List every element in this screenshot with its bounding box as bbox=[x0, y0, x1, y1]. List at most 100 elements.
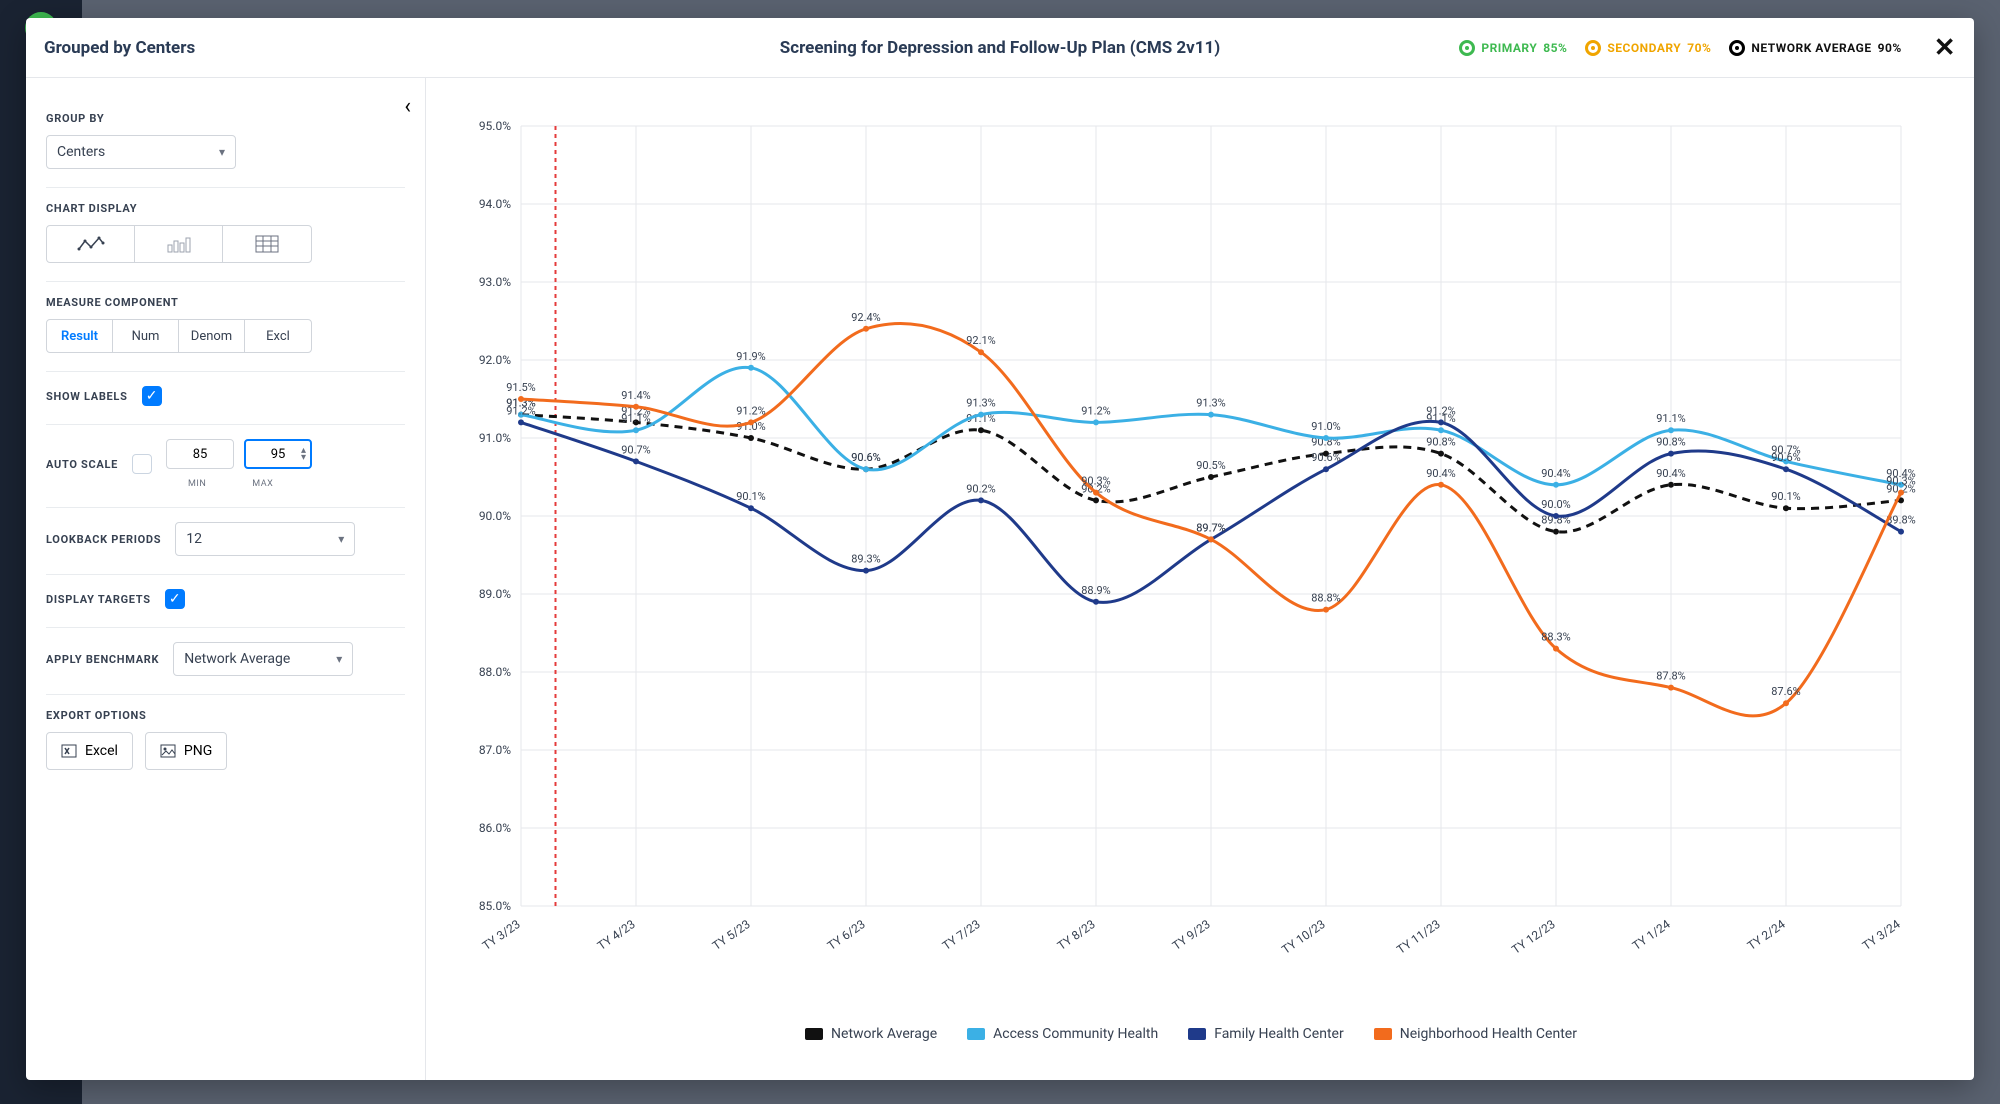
bar-chart-icon bbox=[166, 235, 192, 253]
line-chart-icon bbox=[77, 235, 105, 253]
measure-excl-button[interactable]: Excl bbox=[245, 320, 311, 352]
svg-text:91.0%: 91.0% bbox=[479, 431, 511, 445]
svg-text:88.3%: 88.3% bbox=[1541, 631, 1571, 644]
svg-text:90.8%: 90.8% bbox=[1656, 436, 1686, 449]
export-excel-label: Excel bbox=[85, 743, 118, 759]
target-primary-label: PRIMARY bbox=[1481, 41, 1537, 55]
target-network-icon bbox=[1729, 40, 1745, 56]
svg-text:94.0%: 94.0% bbox=[479, 197, 511, 211]
close-button[interactable]: ✕ bbox=[1934, 33, 1956, 63]
lookback-select[interactable]: 12 ▾ bbox=[175, 522, 355, 556]
apply-benchmark-select[interactable]: Network Average ▾ bbox=[173, 642, 353, 676]
svg-text:TY 2/24: TY 2/24 bbox=[1745, 917, 1788, 953]
export-png-label: PNG bbox=[184, 743, 212, 759]
target-primary-icon bbox=[1459, 40, 1475, 56]
svg-text:TY 10/23: TY 10/23 bbox=[1279, 917, 1327, 957]
apply-benchmark-label: APPLY BENCHMARK bbox=[46, 653, 159, 666]
svg-text:91.0%: 91.0% bbox=[1311, 420, 1341, 433]
svg-text:92.4%: 92.4% bbox=[851, 311, 881, 324]
svg-text:93.0%: 93.0% bbox=[479, 275, 511, 289]
svg-text:89.0%: 89.0% bbox=[479, 587, 511, 601]
legend-swatch bbox=[967, 1028, 985, 1040]
svg-text:88.8%: 88.8% bbox=[1311, 592, 1341, 605]
svg-text:TY 12/23: TY 12/23 bbox=[1509, 917, 1557, 957]
legend-item[interactable]: Access Community Health bbox=[967, 1026, 1158, 1042]
chart-display-label: CHART DISPLAY bbox=[46, 202, 405, 215]
lookback-label: LOOKBACK PERIODS bbox=[46, 533, 161, 546]
svg-text:TY 9/23: TY 9/23 bbox=[1170, 917, 1213, 953]
min-sublabel: MIN bbox=[188, 479, 206, 489]
svg-text:91.4%: 91.4% bbox=[621, 389, 651, 402]
svg-text:91.2%: 91.2% bbox=[736, 404, 766, 417]
svg-text:91.2%: 91.2% bbox=[506, 404, 536, 417]
target-network-label: NETWORK AVERAGE bbox=[1751, 41, 1871, 55]
target-secondary: SECONDARY 70% bbox=[1585, 40, 1711, 56]
svg-text:90.6%: 90.6% bbox=[1771, 451, 1801, 464]
svg-text:90.1%: 90.1% bbox=[1771, 490, 1801, 503]
chart-display-bar-button[interactable] bbox=[135, 226, 223, 262]
export-png-button[interactable]: PNG bbox=[145, 732, 227, 770]
svg-text:85.0%: 85.0% bbox=[479, 899, 511, 913]
auto-scale-max-input[interactable]: 95 ▴▾ bbox=[244, 439, 312, 469]
svg-text:90.4%: 90.4% bbox=[1426, 467, 1456, 480]
svg-text:90.0%: 90.0% bbox=[479, 509, 511, 523]
line-chart: 85.0%86.0%87.0%88.0%89.0%90.0%91.0%92.0%… bbox=[436, 96, 1946, 1016]
targets-legend: PRIMARY 85% SECONDARY 70% NETWORK AVERAG… bbox=[1459, 33, 1956, 63]
group-title: Grouped by Centers bbox=[44, 38, 424, 58]
stepper-icon[interactable]: ▴▾ bbox=[301, 447, 306, 461]
svg-text:91.5%: 91.5% bbox=[506, 381, 536, 394]
svg-text:91.3%: 91.3% bbox=[966, 397, 996, 410]
legend-item[interactable]: Family Health Center bbox=[1188, 1026, 1344, 1042]
svg-text:90.8%: 90.8% bbox=[1426, 436, 1456, 449]
svg-text:TY 8/23: TY 8/23 bbox=[1055, 917, 1098, 953]
measure-num-button[interactable]: Num bbox=[113, 320, 179, 352]
svg-text:88.9%: 88.9% bbox=[1081, 584, 1111, 597]
legend-item[interactable]: Network Average bbox=[805, 1026, 937, 1042]
group-by-select[interactable]: Centers ▾ bbox=[46, 135, 236, 169]
svg-text:90.0%: 90.0% bbox=[1541, 498, 1571, 511]
svg-text:TY 1/24: TY 1/24 bbox=[1630, 917, 1673, 953]
section-chart-display: CHART DISPLAY bbox=[46, 188, 405, 282]
svg-text:89.3%: 89.3% bbox=[851, 553, 881, 566]
svg-text:91.2%: 91.2% bbox=[1426, 404, 1456, 417]
svg-text:91.1%: 91.1% bbox=[621, 412, 651, 425]
svg-text:TY 3/24: TY 3/24 bbox=[1860, 917, 1903, 953]
legend-swatch bbox=[1188, 1028, 1206, 1040]
legend-label: Access Community Health bbox=[993, 1026, 1158, 1042]
auto-scale-min-input[interactable]: 85 bbox=[166, 439, 234, 469]
target-primary: PRIMARY 85% bbox=[1459, 40, 1567, 56]
legend-swatch bbox=[1374, 1028, 1392, 1040]
svg-text:90.1%: 90.1% bbox=[736, 490, 766, 503]
chevron-down-icon: ▾ bbox=[338, 532, 344, 546]
measure-denom-button[interactable]: Denom bbox=[179, 320, 245, 352]
show-labels-checkbox[interactable]: ✓ bbox=[142, 386, 162, 406]
collapse-sidebar-button[interactable]: ‹ bbox=[404, 94, 411, 119]
legend-label: Network Average bbox=[831, 1026, 937, 1042]
chart-display-table-button[interactable] bbox=[223, 226, 311, 262]
svg-text:90.7%: 90.7% bbox=[621, 443, 651, 456]
svg-text:87.6%: 87.6% bbox=[1771, 685, 1801, 698]
show-labels-label: SHOW LABELS bbox=[46, 390, 128, 403]
export-excel-button[interactable]: Excel bbox=[46, 732, 133, 770]
svg-text:90.4%: 90.4% bbox=[1656, 467, 1686, 480]
measure-result-button[interactable]: Result bbox=[47, 320, 113, 352]
target-network-value: 90% bbox=[1878, 41, 1902, 55]
svg-text:90.4%: 90.4% bbox=[1541, 467, 1571, 480]
legend-item[interactable]: Neighborhood Health Center bbox=[1374, 1026, 1577, 1042]
svg-text:91.9%: 91.9% bbox=[736, 350, 766, 363]
svg-text:91.2%: 91.2% bbox=[1081, 404, 1111, 417]
group-by-value: Centers bbox=[57, 144, 105, 160]
target-secondary-icon bbox=[1585, 40, 1601, 56]
page-title: Screening for Depression and Follow-Up P… bbox=[780, 38, 1220, 58]
excel-icon bbox=[61, 743, 77, 759]
chart-display-toggle bbox=[46, 225, 312, 263]
svg-text:TY 11/23: TY 11/23 bbox=[1394, 917, 1442, 957]
chart-display-line-button[interactable] bbox=[47, 226, 135, 262]
group-by-label: GROUP BY bbox=[46, 112, 405, 125]
display-targets-checkbox[interactable]: ✓ bbox=[165, 589, 185, 609]
auto-scale-checkbox[interactable] bbox=[132, 454, 152, 474]
display-targets-label: DISPLAY TARGETS bbox=[46, 593, 151, 606]
table-icon bbox=[255, 235, 279, 253]
section-export: EXPORT OPTIONS Excel PNG bbox=[46, 695, 405, 788]
image-icon bbox=[160, 743, 176, 759]
